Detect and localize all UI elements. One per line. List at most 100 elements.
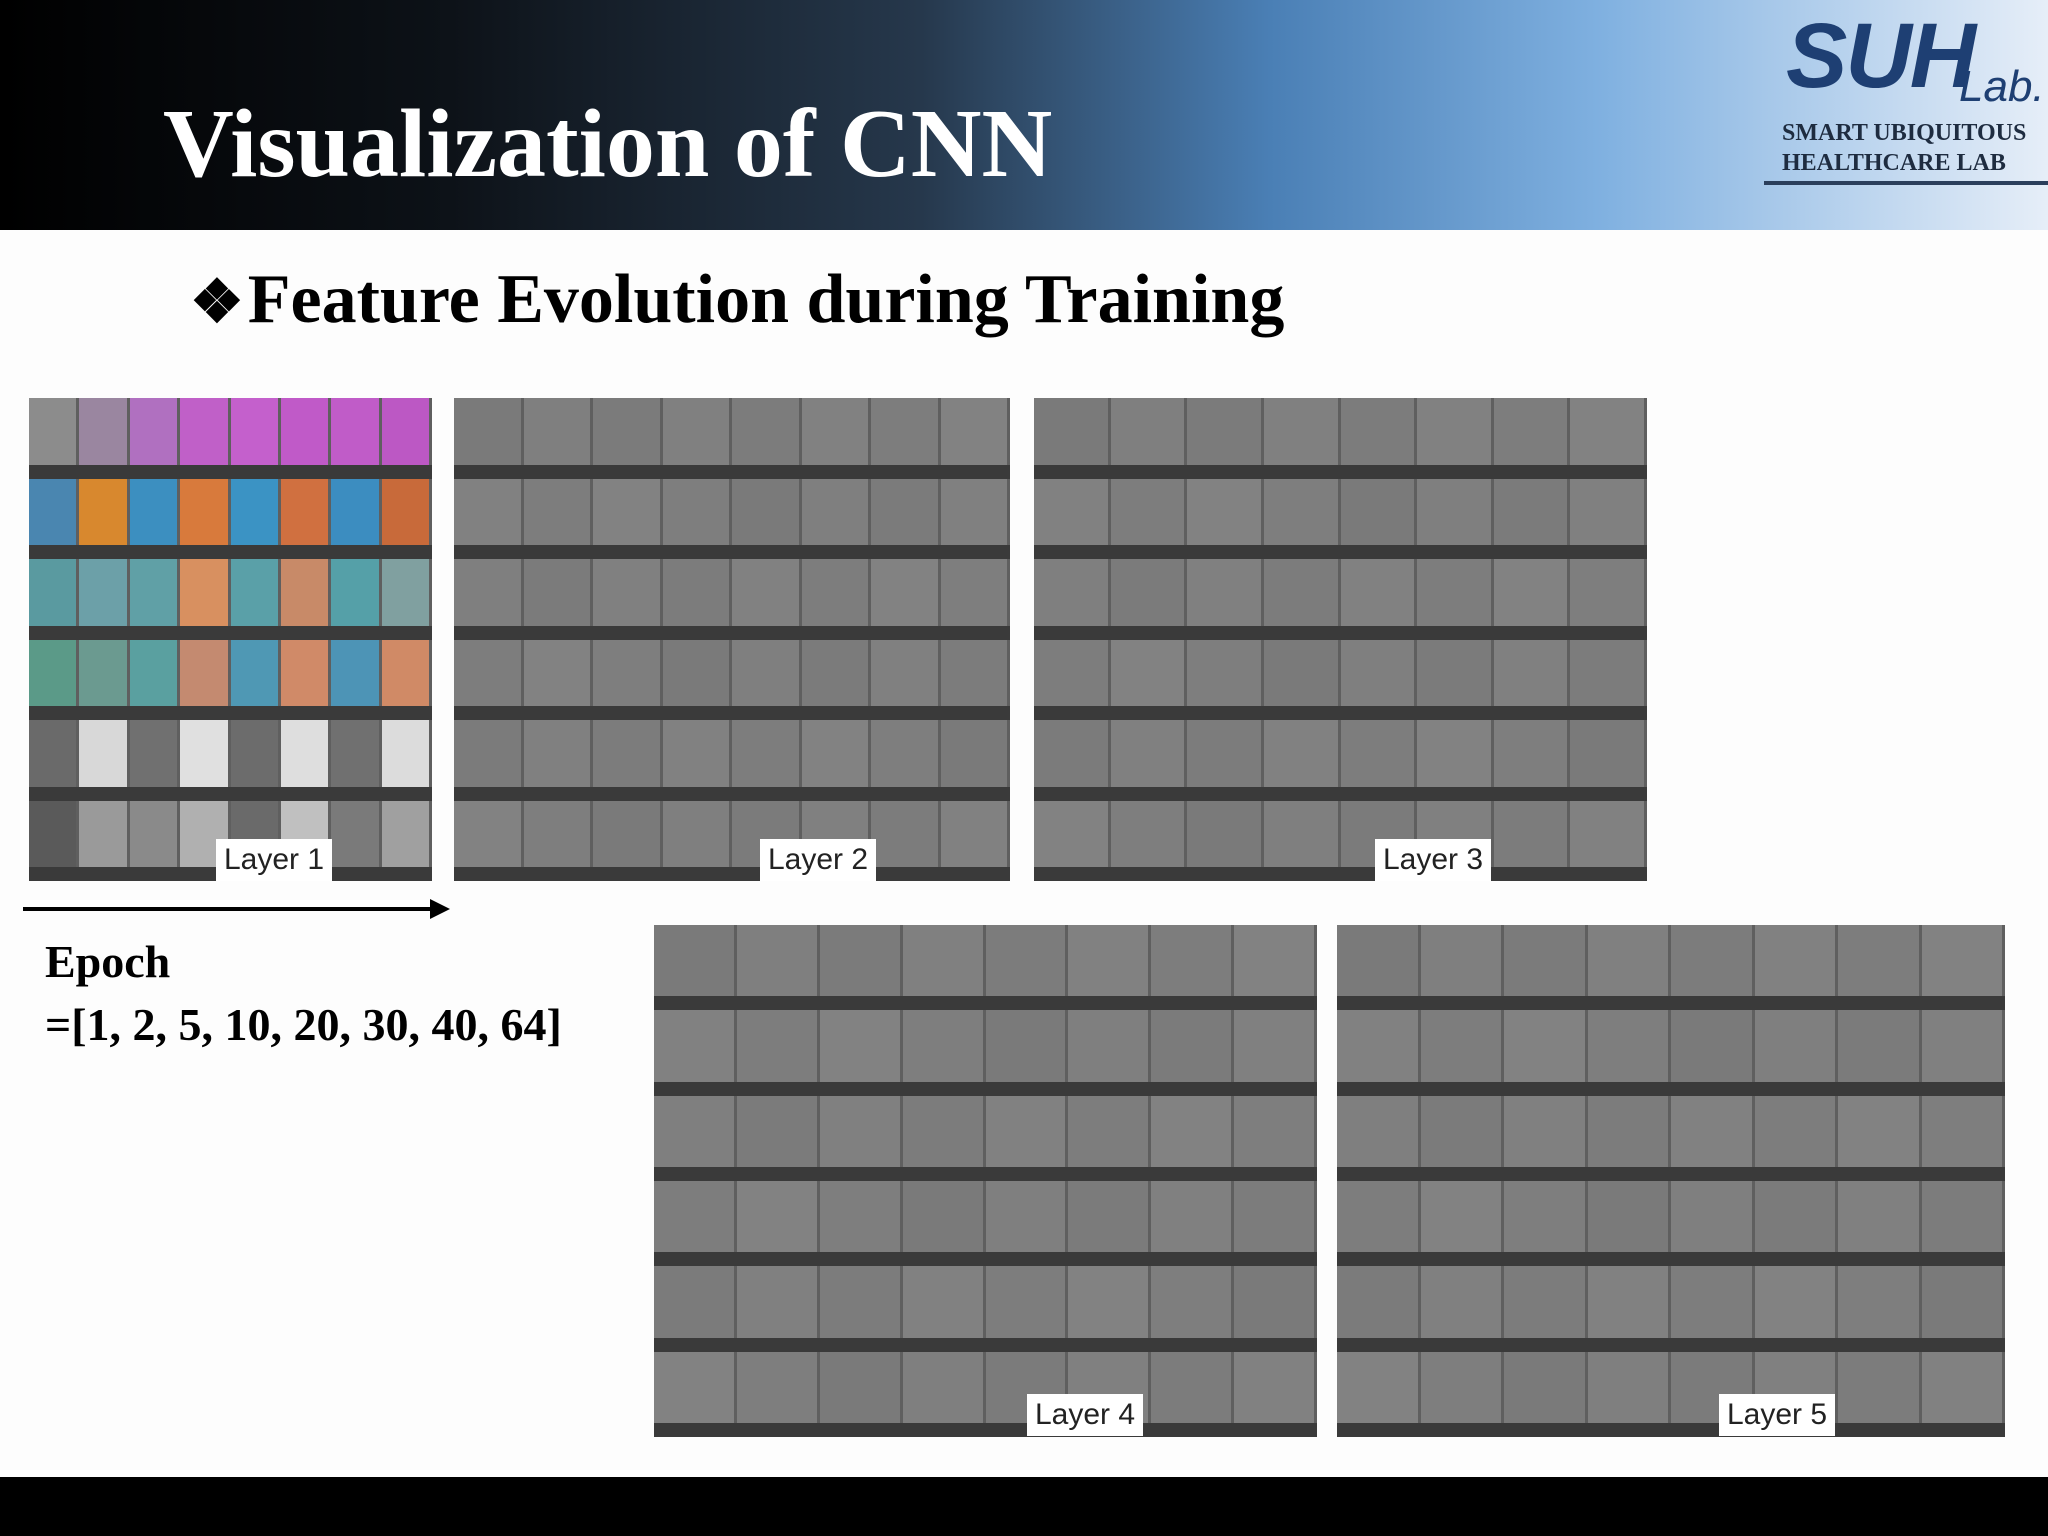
- filter-row: [654, 1266, 1317, 1352]
- filter-row: [29, 478, 432, 559]
- filter-visualization: [1340, 639, 1418, 706]
- filter-visualization: [654, 1266, 737, 1338]
- filter-visualization: [871, 800, 941, 867]
- filter-visualization: [79, 720, 130, 787]
- filter-row: [1034, 720, 1647, 801]
- filter-visualization: [662, 800, 732, 867]
- filter-visualization: [180, 478, 231, 545]
- filter-visualization: [129, 478, 181, 545]
- filter-visualization: [1838, 1095, 1922, 1167]
- filter-visualization: [129, 559, 181, 626]
- filter-visualization: [1034, 398, 1111, 465]
- filter-visualization: [381, 639, 432, 706]
- filter-visualization: [1838, 925, 1922, 997]
- filter-visualization: [1110, 478, 1188, 545]
- filter-visualization: [1234, 1010, 1317, 1082]
- filter-visualization: [654, 1010, 737, 1082]
- filter-visualization: [331, 478, 382, 545]
- filter-visualization: [871, 478, 941, 545]
- filter-visualization: [1340, 398, 1418, 465]
- filter-row: [454, 800, 1010, 881]
- layer-5-panel: Layer 5: [1337, 925, 2005, 1437]
- filter-visualization: [985, 925, 1069, 997]
- filter-visualization: [985, 1181, 1069, 1253]
- filter-visualization: [819, 1095, 903, 1167]
- filter-row: [29, 559, 432, 640]
- filter-visualization: [1110, 800, 1188, 867]
- filter-visualization: [180, 559, 231, 626]
- filter-visualization: [1921, 1095, 2005, 1167]
- filter-visualization: [1587, 1095, 1671, 1167]
- filter-visualization: [79, 559, 130, 626]
- filter-visualization: [1754, 1095, 1838, 1167]
- filter-row: [29, 398, 432, 479]
- epoch-label: Epoch: [45, 936, 171, 987]
- filter-visualization: [1671, 925, 1755, 997]
- filter-visualization: [523, 559, 593, 626]
- filter-visualization: [593, 720, 663, 787]
- filter-row: [654, 1351, 1317, 1437]
- filter-row: [654, 1181, 1317, 1267]
- filter-visualization: [1587, 925, 1671, 997]
- filter-row: [1034, 800, 1647, 881]
- layer-4-panel: Layer 4: [654, 925, 1317, 1437]
- filter-visualization: [1420, 1181, 1504, 1253]
- filter-visualization: [454, 559, 524, 626]
- filter-visualization: [1187, 720, 1264, 787]
- layer-3-label: Layer 3: [1375, 839, 1492, 881]
- filter-visualization: [1234, 1095, 1317, 1167]
- logo-line-1: SMART UBIQUITOUS: [1782, 120, 2027, 146]
- filter-visualization: [1151, 1010, 1235, 1082]
- filter-visualization: [1570, 398, 1647, 465]
- suh-lab-logo: SUH Lab. SMART UBIQUITOUS HEALTHCARE LAB: [1764, 5, 2048, 186]
- filter-visualization: [180, 398, 231, 465]
- filter-visualization: [29, 800, 80, 867]
- filter-visualization: [1340, 720, 1418, 787]
- filter-visualization: [902, 925, 986, 997]
- slide-subtitle: ❖Feature Evolution during Training: [190, 260, 1284, 340]
- filter-visualization: [1187, 800, 1264, 867]
- filter-visualization: [736, 1266, 820, 1338]
- filter-visualization: [1187, 398, 1264, 465]
- filter-visualization: [1504, 925, 1588, 997]
- filter-visualization: [230, 720, 281, 787]
- filter-visualization: [732, 559, 802, 626]
- filter-visualization: [1921, 925, 2005, 997]
- filter-visualization: [280, 478, 332, 545]
- filter-visualization: [1671, 1095, 1755, 1167]
- filter-row: [454, 559, 1010, 640]
- filter-visualization: [230, 398, 281, 465]
- filter-row: [1337, 1266, 2005, 1352]
- logo-underline: [1764, 181, 2048, 185]
- layer-4-label: Layer 4: [1027, 1394, 1144, 1436]
- filter-visualization: [129, 720, 181, 787]
- filter-row: [29, 720, 432, 801]
- filter-visualization: [1151, 1266, 1235, 1338]
- filter-visualization: [129, 398, 181, 465]
- filter-visualization: [1263, 639, 1341, 706]
- filter-visualization: [1034, 639, 1111, 706]
- filter-visualization: [1340, 559, 1418, 626]
- filter-visualization: [454, 478, 524, 545]
- filter-row: [29, 800, 432, 881]
- filter-row: [654, 925, 1317, 1011]
- filter-row: [29, 639, 432, 720]
- filter-visualization: [1151, 1095, 1235, 1167]
- filter-visualization: [280, 639, 332, 706]
- filter-visualization: [1420, 925, 1504, 997]
- filter-visualization: [902, 1351, 986, 1423]
- logo-brand-suffix: Lab.: [1959, 62, 2045, 111]
- filter-visualization: [331, 800, 382, 867]
- filter-visualization: [732, 720, 802, 787]
- filter-visualization: [381, 398, 432, 465]
- filter-visualization: [940, 559, 1010, 626]
- filter-visualization: [1504, 1095, 1588, 1167]
- filter-visualization: [1034, 720, 1111, 787]
- filter-visualization: [1420, 1351, 1504, 1423]
- filter-visualization: [454, 720, 524, 787]
- filter-visualization: [230, 639, 281, 706]
- filter-visualization: [593, 559, 663, 626]
- filter-visualization: [1234, 1351, 1317, 1423]
- filter-grid: [454, 398, 1010, 881]
- filter-visualization: [1921, 1351, 2005, 1423]
